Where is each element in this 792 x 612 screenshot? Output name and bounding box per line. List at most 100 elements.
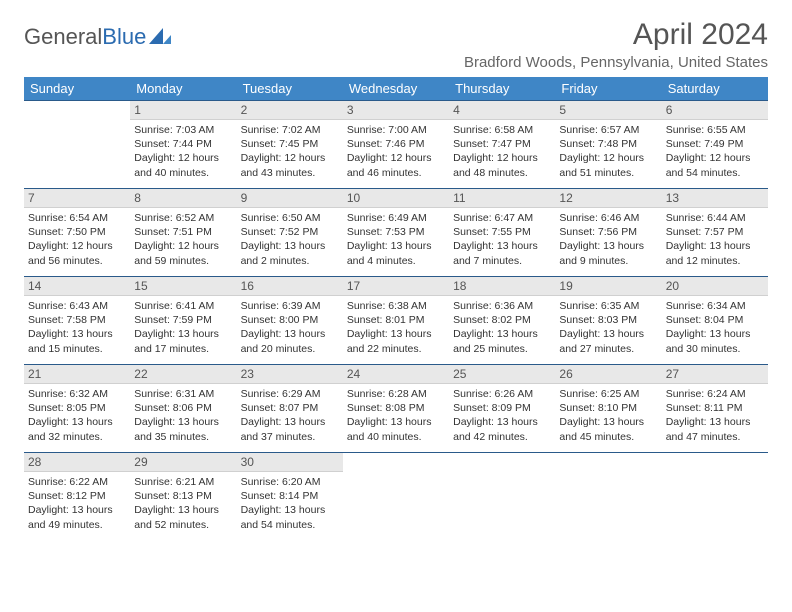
day-number: 10 xyxy=(343,189,449,208)
calendar-cell: 30Sunrise: 6:20 AMSunset: 8:14 PMDayligh… xyxy=(237,453,343,541)
day-text: Sunrise: 6:55 AMSunset: 7:49 PMDaylight:… xyxy=(662,120,768,183)
day-text: Sunrise: 6:36 AMSunset: 8:02 PMDaylight:… xyxy=(449,296,555,359)
day-text: Sunrise: 6:32 AMSunset: 8:05 PMDaylight:… xyxy=(24,384,130,447)
day-number: 16 xyxy=(237,277,343,296)
day-number: 6 xyxy=(662,101,768,120)
calendar-cell xyxy=(343,453,449,541)
day-text: Sunrise: 7:02 AMSunset: 7:45 PMDaylight:… xyxy=(237,120,343,183)
day-header: Thursday xyxy=(449,77,555,101)
day-number: 30 xyxy=(237,453,343,472)
day-number: 23 xyxy=(237,365,343,384)
calendar-cell: 16Sunrise: 6:39 AMSunset: 8:00 PMDayligh… xyxy=(237,277,343,365)
day-header: Sunday xyxy=(24,77,130,101)
day-number: 1 xyxy=(130,101,236,120)
day-number: 11 xyxy=(449,189,555,208)
day-text: Sunrise: 6:43 AMSunset: 7:58 PMDaylight:… xyxy=(24,296,130,359)
logo-text-1: General xyxy=(24,24,102,50)
calendar-cell: 23Sunrise: 6:29 AMSunset: 8:07 PMDayligh… xyxy=(237,365,343,453)
day-number: 26 xyxy=(555,365,661,384)
day-header: Tuesday xyxy=(237,77,343,101)
calendar-cell: 1Sunrise: 7:03 AMSunset: 7:44 PMDaylight… xyxy=(130,101,236,189)
calendar-cell: 20Sunrise: 6:34 AMSunset: 8:04 PMDayligh… xyxy=(662,277,768,365)
day-text: Sunrise: 6:52 AMSunset: 7:51 PMDaylight:… xyxy=(130,208,236,271)
day-text: Sunrise: 7:03 AMSunset: 7:44 PMDaylight:… xyxy=(130,120,236,183)
day-number: 13 xyxy=(662,189,768,208)
day-number: 5 xyxy=(555,101,661,120)
day-number: 17 xyxy=(343,277,449,296)
day-text: Sunrise: 6:49 AMSunset: 7:53 PMDaylight:… xyxy=(343,208,449,271)
calendar-week: 28Sunrise: 6:22 AMSunset: 8:12 PMDayligh… xyxy=(24,453,768,541)
calendar-cell: 21Sunrise: 6:32 AMSunset: 8:05 PMDayligh… xyxy=(24,365,130,453)
day-text: Sunrise: 6:44 AMSunset: 7:57 PMDaylight:… xyxy=(662,208,768,271)
day-text: Sunrise: 6:25 AMSunset: 8:10 PMDaylight:… xyxy=(555,384,661,447)
day-text: Sunrise: 6:57 AMSunset: 7:48 PMDaylight:… xyxy=(555,120,661,183)
calendar-cell: 28Sunrise: 6:22 AMSunset: 8:12 PMDayligh… xyxy=(24,453,130,541)
day-number: 20 xyxy=(662,277,768,296)
calendar-cell: 29Sunrise: 6:21 AMSunset: 8:13 PMDayligh… xyxy=(130,453,236,541)
calendar-cell: 19Sunrise: 6:35 AMSunset: 8:03 PMDayligh… xyxy=(555,277,661,365)
day-text: Sunrise: 6:34 AMSunset: 8:04 PMDaylight:… xyxy=(662,296,768,359)
title-block: April 2024 Bradford Woods, Pennsylvania,… xyxy=(464,18,768,71)
day-number: 21 xyxy=(24,365,130,384)
day-number: 27 xyxy=(662,365,768,384)
calendar-week: 21Sunrise: 6:32 AMSunset: 8:05 PMDayligh… xyxy=(24,365,768,453)
day-number: 8 xyxy=(130,189,236,208)
day-number: 9 xyxy=(237,189,343,208)
month-title: April 2024 xyxy=(464,18,768,52)
calendar-cell: 7Sunrise: 6:54 AMSunset: 7:50 PMDaylight… xyxy=(24,189,130,277)
day-number: 28 xyxy=(24,453,130,472)
day-number: 15 xyxy=(130,277,236,296)
day-text: Sunrise: 6:41 AMSunset: 7:59 PMDaylight:… xyxy=(130,296,236,359)
calendar-cell: 9Sunrise: 6:50 AMSunset: 7:52 PMDaylight… xyxy=(237,189,343,277)
day-header: Wednesday xyxy=(343,77,449,101)
calendar-cell: 14Sunrise: 6:43 AMSunset: 7:58 PMDayligh… xyxy=(24,277,130,365)
calendar-cell: 6Sunrise: 6:55 AMSunset: 7:49 PMDaylight… xyxy=(662,101,768,189)
location: Bradford Woods, Pennsylvania, United Sta… xyxy=(464,54,768,71)
calendar-cell: 27Sunrise: 6:24 AMSunset: 8:11 PMDayligh… xyxy=(662,365,768,453)
calendar-cell: 15Sunrise: 6:41 AMSunset: 7:59 PMDayligh… xyxy=(130,277,236,365)
calendar-cell: 13Sunrise: 6:44 AMSunset: 7:57 PMDayligh… xyxy=(662,189,768,277)
calendar-cell: 2Sunrise: 7:02 AMSunset: 7:45 PMDaylight… xyxy=(237,101,343,189)
calendar-cell: 18Sunrise: 6:36 AMSunset: 8:02 PMDayligh… xyxy=(449,277,555,365)
calendar-week: 7Sunrise: 6:54 AMSunset: 7:50 PMDaylight… xyxy=(24,189,768,277)
calendar-cell xyxy=(555,453,661,541)
day-text: Sunrise: 6:21 AMSunset: 8:13 PMDaylight:… xyxy=(130,472,236,535)
day-number: 19 xyxy=(555,277,661,296)
calendar-cell xyxy=(662,453,768,541)
day-text: Sunrise: 6:58 AMSunset: 7:47 PMDaylight:… xyxy=(449,120,555,183)
calendar-cell xyxy=(24,101,130,189)
calendar-cell: 11Sunrise: 6:47 AMSunset: 7:55 PMDayligh… xyxy=(449,189,555,277)
day-text: Sunrise: 6:54 AMSunset: 7:50 PMDaylight:… xyxy=(24,208,130,271)
calendar-cell: 4Sunrise: 6:58 AMSunset: 7:47 PMDaylight… xyxy=(449,101,555,189)
calendar-cell: 22Sunrise: 6:31 AMSunset: 8:06 PMDayligh… xyxy=(130,365,236,453)
calendar-week: 14Sunrise: 6:43 AMSunset: 7:58 PMDayligh… xyxy=(24,277,768,365)
day-number: 14 xyxy=(24,277,130,296)
day-number: 7 xyxy=(24,189,130,208)
day-number: 22 xyxy=(130,365,236,384)
day-text: Sunrise: 6:31 AMSunset: 8:06 PMDaylight:… xyxy=(130,384,236,447)
calendar-cell: 12Sunrise: 6:46 AMSunset: 7:56 PMDayligh… xyxy=(555,189,661,277)
calendar-cell: 5Sunrise: 6:57 AMSunset: 7:48 PMDaylight… xyxy=(555,101,661,189)
day-text: Sunrise: 6:20 AMSunset: 8:14 PMDaylight:… xyxy=(237,472,343,535)
day-number: 24 xyxy=(343,365,449,384)
calendar-cell: 25Sunrise: 6:26 AMSunset: 8:09 PMDayligh… xyxy=(449,365,555,453)
day-text: Sunrise: 6:50 AMSunset: 7:52 PMDaylight:… xyxy=(237,208,343,271)
day-header: Saturday xyxy=(662,77,768,101)
day-number: 2 xyxy=(237,101,343,120)
logo-text-2: Blue xyxy=(102,24,146,50)
header: GeneralBlue April 2024 Bradford Woods, P… xyxy=(24,18,768,71)
calendar-cell: 8Sunrise: 6:52 AMSunset: 7:51 PMDaylight… xyxy=(130,189,236,277)
calendar-head: SundayMondayTuesdayWednesdayThursdayFrid… xyxy=(24,77,768,101)
day-text: Sunrise: 6:29 AMSunset: 8:07 PMDaylight:… xyxy=(237,384,343,447)
day-number: 18 xyxy=(449,277,555,296)
day-number: 3 xyxy=(343,101,449,120)
day-number: 4 xyxy=(449,101,555,120)
calendar-cell: 17Sunrise: 6:38 AMSunset: 8:01 PMDayligh… xyxy=(343,277,449,365)
day-text: Sunrise: 6:26 AMSunset: 8:09 PMDaylight:… xyxy=(449,384,555,447)
calendar-cell: 10Sunrise: 6:49 AMSunset: 7:53 PMDayligh… xyxy=(343,189,449,277)
day-text: Sunrise: 6:28 AMSunset: 8:08 PMDaylight:… xyxy=(343,384,449,447)
day-text: Sunrise: 6:39 AMSunset: 8:00 PMDaylight:… xyxy=(237,296,343,359)
day-text: Sunrise: 6:47 AMSunset: 7:55 PMDaylight:… xyxy=(449,208,555,271)
logo: GeneralBlue xyxy=(24,24,171,50)
calendar-cell xyxy=(449,453,555,541)
